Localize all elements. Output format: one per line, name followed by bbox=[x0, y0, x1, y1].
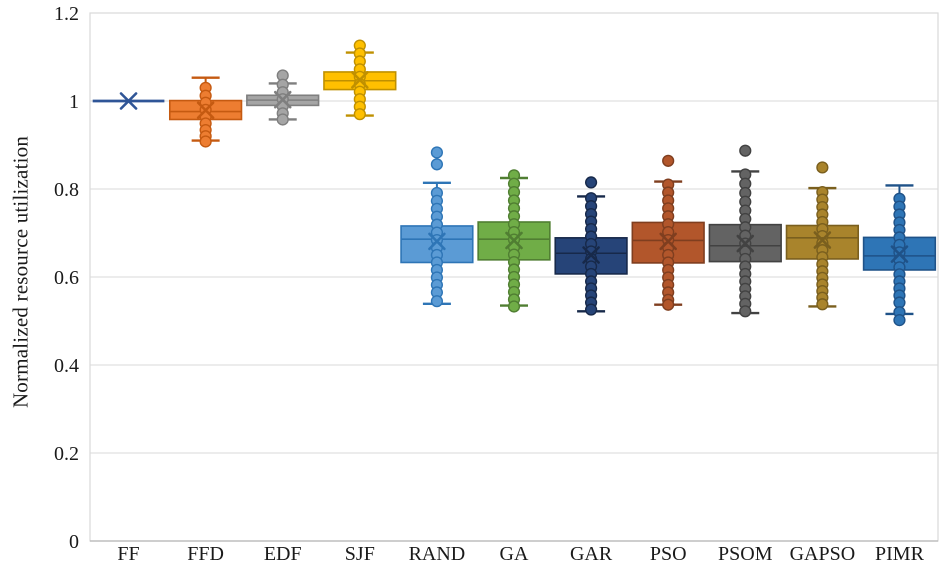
boxplot-psom-mean-x-marker bbox=[736, 234, 755, 253]
boxplot-pso-data-point bbox=[662, 298, 675, 311]
boxplot-ga-data-point bbox=[507, 300, 521, 313]
boxplot-rand-data-point bbox=[430, 295, 444, 308]
boxplot-ffd-mean-x-marker bbox=[196, 101, 215, 120]
boxplot-ff-mean-x-marker bbox=[119, 92, 138, 110]
x-category-label: SJF bbox=[345, 543, 375, 565]
y-tick-label: 1.2 bbox=[54, 3, 79, 25]
boxplot-pimr-data-point bbox=[893, 314, 906, 327]
x-category-label: PSO bbox=[650, 543, 687, 565]
boxplot-psom-data-point bbox=[739, 305, 752, 318]
y-tick-label: 0.4 bbox=[54, 355, 79, 377]
x-category-label: RAND bbox=[409, 543, 466, 565]
boxplot-gar-mean-x-marker bbox=[582, 246, 600, 264]
x-category-label: PSOM bbox=[718, 543, 773, 565]
boxplot-psom-data-point bbox=[739, 144, 752, 157]
boxplot-gapso-mean-x-marker bbox=[813, 231, 832, 249]
x-category-label: EDF bbox=[264, 543, 302, 565]
boxplot-rand-data-point bbox=[430, 146, 444, 159]
y-tick-label: 0.6 bbox=[54, 267, 79, 289]
boxplot-ga-mean-x-marker bbox=[505, 231, 523, 250]
boxplot-gar-data-point bbox=[584, 303, 598, 316]
x-category-label: PIMR bbox=[875, 543, 925, 565]
y-tick-label: 0 bbox=[69, 531, 79, 553]
x-category-label: GA bbox=[500, 543, 529, 565]
x-category-label: FFD bbox=[187, 543, 224, 565]
boxplot-sjf-mean-x-marker bbox=[351, 71, 369, 89]
x-category-label: GAR bbox=[570, 543, 613, 565]
boxplot-rand-data-point bbox=[430, 158, 444, 171]
boxplot-rand-mean-x-marker bbox=[428, 232, 446, 251]
boxplot-ffd-data-point bbox=[199, 135, 212, 148]
x-category-label: FF bbox=[117, 543, 139, 565]
boxplot-gapso-data-point bbox=[816, 161, 829, 174]
boxplot-pso-data-point bbox=[662, 154, 675, 167]
boxplot-edf-mean-x-marker bbox=[273, 90, 292, 109]
boxplot-pimr-mean-x-marker bbox=[890, 245, 909, 263]
y-tick-label: 1 bbox=[69, 91, 79, 113]
boxplot-edf-data-point bbox=[276, 113, 289, 126]
boxplot-pso-mean-x-marker bbox=[659, 232, 677, 251]
boxplot-sjf-data-point bbox=[353, 108, 366, 121]
boxplot-gar-data-point bbox=[584, 176, 598, 189]
x-category-label: GAPSO bbox=[790, 543, 856, 565]
y-tick-label: 0.8 bbox=[54, 179, 79, 201]
y-tick-label: 0.2 bbox=[54, 443, 79, 465]
boxplot-gapso-data-point bbox=[816, 298, 829, 311]
